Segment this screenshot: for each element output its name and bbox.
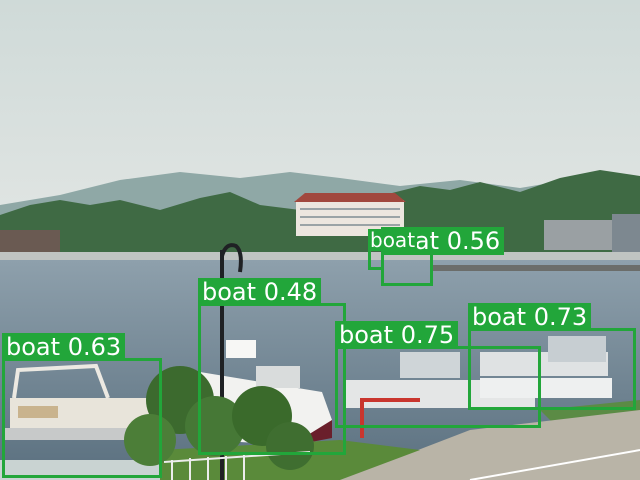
building-right: [544, 220, 614, 250]
lamp-post: [220, 243, 243, 480]
detection-box: boat 0.56: [381, 227, 505, 286]
detection-box: boat 0.75: [335, 321, 541, 428]
sky: [0, 0, 640, 210]
detection-box: boat 0.73: [468, 303, 636, 410]
detection-label: boat 0.63: [2, 333, 126, 361]
distant-dock: [430, 265, 640, 271]
detection-label: boat 0.75: [335, 321, 459, 349]
detection-box: boat 0.48: [198, 278, 346, 455]
boat-cluster-right: [345, 336, 612, 408]
detection-label: boat: [368, 228, 418, 252]
dock-railing: [360, 398, 420, 402]
detection-label: boat 0.48: [198, 278, 322, 306]
detection-box: boat 0.63: [2, 333, 162, 478]
houses-left: [0, 230, 60, 252]
shoreline: [0, 252, 640, 262]
detection-label: boat 0.73: [468, 303, 592, 331]
detection-box: boat: [368, 229, 418, 270]
pontoon-boat: [4, 363, 160, 440]
